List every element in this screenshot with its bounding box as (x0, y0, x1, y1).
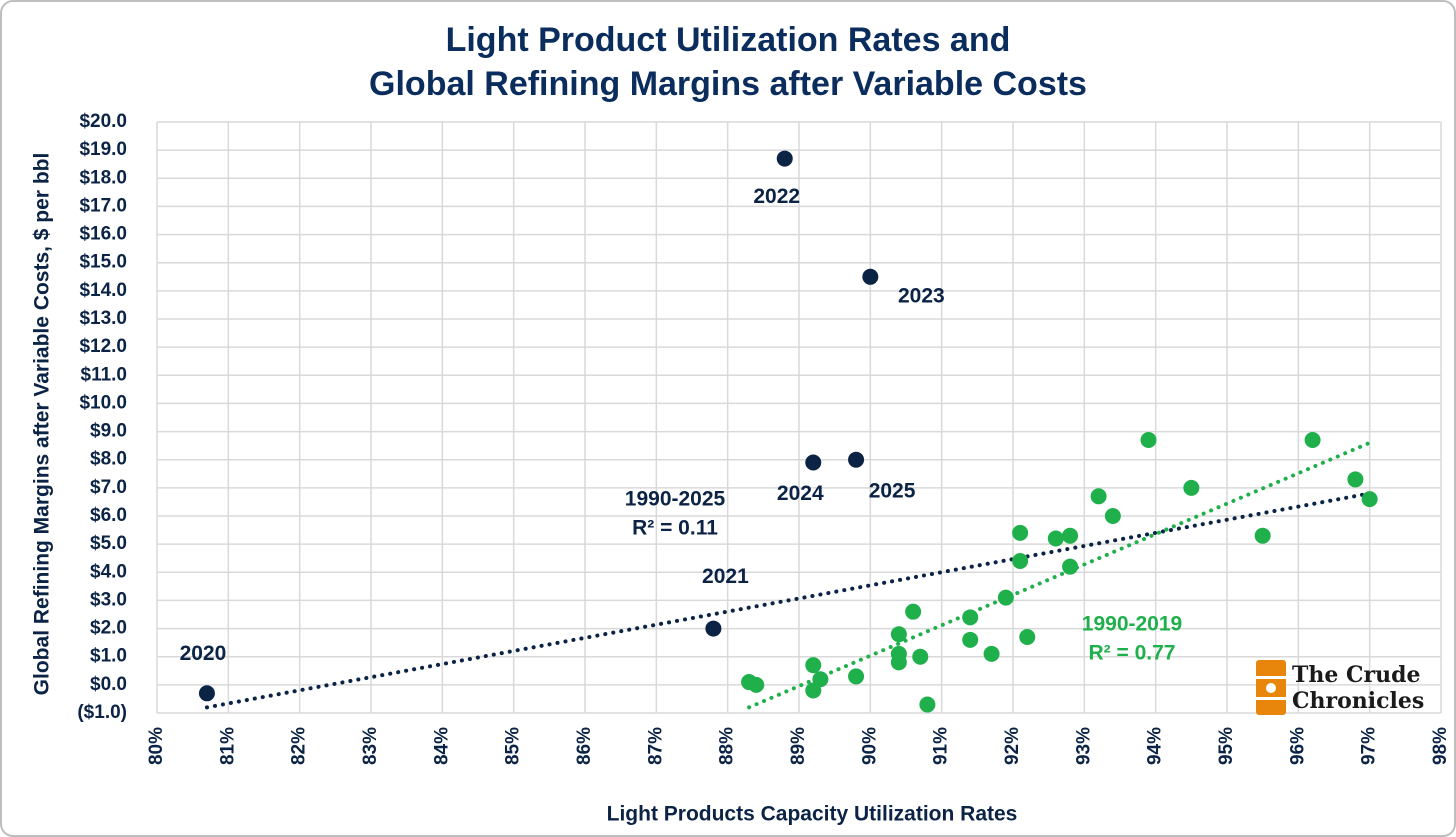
data-point (848, 451, 865, 468)
data-point (1047, 530, 1064, 547)
y-tick-label: $18.0 (79, 167, 127, 188)
x-tick-label: 83% (360, 727, 381, 765)
x-tick-label: 88% (717, 727, 738, 765)
trendline-r2: R² = 0.77 (1089, 642, 1176, 665)
data-point (848, 668, 865, 685)
data-point (1254, 527, 1271, 544)
y-tick-label: $2.0 (90, 618, 127, 639)
data-point (890, 626, 907, 643)
y-tick-label: $14.0 (79, 280, 127, 301)
y-axis-title: Global Refining Margins after Variable C… (31, 153, 54, 696)
data-point (748, 676, 765, 693)
logo-barrel-band (1256, 676, 1286, 679)
logo-text: Chronicles (1292, 688, 1424, 714)
point-label: 2022 (753, 185, 800, 208)
point-label: 2025 (869, 479, 916, 502)
y-tick-label: $19.0 (79, 139, 127, 160)
data-point (776, 150, 793, 167)
data-point (905, 603, 922, 620)
data-point (962, 631, 979, 648)
chart-title: Global Refining Margins after Variable C… (369, 65, 1087, 103)
logo-barrel-band (1256, 697, 1286, 700)
trendline-label: 1990-2025 (625, 488, 726, 511)
data-point (805, 657, 822, 674)
data-point (1062, 527, 1079, 544)
data-point (890, 654, 907, 671)
y-tick-label: $9.0 (90, 421, 127, 442)
trendline-label: 1990-2019 (1082, 613, 1182, 636)
y-tick-label: $5.0 (90, 533, 127, 554)
y-tick-label: $15.0 (79, 252, 127, 273)
data-point (1012, 553, 1029, 570)
data-point (1062, 558, 1079, 575)
data-point (198, 685, 215, 702)
x-tick-label: 86% (574, 727, 595, 765)
x-tick-label: 96% (1287, 727, 1308, 765)
y-tick-label: $3.0 (90, 589, 127, 610)
trendline-r2: R² = 0.11 (632, 517, 718, 540)
logo: The Crude Chronicles (1256, 660, 1424, 715)
y-tick-label: ($1.0) (77, 702, 127, 723)
x-axis-title: Light Products Capacity Utilization Rate… (607, 803, 1018, 826)
x-tick-label: 93% (1073, 727, 1094, 765)
data-point (1361, 491, 1378, 508)
x-tick-label: 95% (1216, 727, 1237, 765)
chart-title: Light Product Utilization Rates and (446, 21, 1011, 59)
data-point (805, 454, 822, 471)
data-point (1019, 629, 1036, 646)
y-tick-label: $12.0 (79, 336, 127, 357)
x-tick-label: 92% (1002, 727, 1023, 765)
data-point (912, 648, 929, 665)
logo-text: The Crude (1292, 662, 1421, 688)
y-tick-label: $13.0 (79, 308, 127, 329)
y-tick-label: $20.0 (79, 111, 127, 132)
y-tick-label: $1.0 (90, 646, 127, 667)
y-tick-label: $11.0 (81, 364, 128, 385)
data-point (997, 589, 1014, 606)
x-tick-label: 94% (1145, 727, 1166, 765)
y-tick-label: $17.0 (79, 195, 127, 216)
point-label: 2020 (180, 642, 227, 665)
data-point (1012, 524, 1029, 541)
x-tick-label: 98% (1430, 727, 1451, 765)
y-tick-label: $6.0 (90, 505, 127, 526)
data-point (962, 609, 979, 626)
point-label: 2024 (777, 482, 824, 505)
data-point (1304, 432, 1321, 449)
data-point (1347, 471, 1364, 488)
data-point (862, 268, 879, 285)
y-tick-label: $0.0 (90, 674, 127, 695)
trendline (747, 440, 1372, 710)
x-tick-label: 82% (289, 727, 310, 765)
point-label: 2021 (702, 565, 749, 588)
trendline (204, 491, 1372, 710)
y-tick-label: $7.0 (90, 477, 127, 498)
y-tick-label: $10.0 (79, 392, 127, 413)
data-point (1090, 488, 1107, 505)
logo-drop (1266, 683, 1276, 693)
x-tick-label: 90% (859, 727, 880, 765)
data-point (812, 671, 829, 688)
y-tick-label: $8.0 (90, 449, 127, 470)
data-point (1183, 479, 1200, 496)
data-point (705, 620, 722, 637)
x-tick-label: 91% (931, 727, 952, 765)
x-tick-label: 97% (1359, 727, 1380, 765)
x-tick-label: 89% (788, 727, 809, 765)
x-tick-label: 84% (431, 727, 452, 765)
x-tick-label: 87% (645, 727, 666, 765)
data-point (1104, 508, 1121, 524)
y-tick-label: $4.0 (90, 561, 127, 582)
x-tick-label: 81% (217, 727, 238, 765)
data-point (919, 696, 936, 713)
data-point (1140, 432, 1157, 449)
x-tick-label: 80% (146, 727, 167, 765)
data-point (983, 645, 1000, 662)
point-label: 2023 (898, 284, 945, 307)
y-tick-label: $16.0 (79, 224, 127, 245)
x-tick-label: 85% (503, 727, 524, 765)
